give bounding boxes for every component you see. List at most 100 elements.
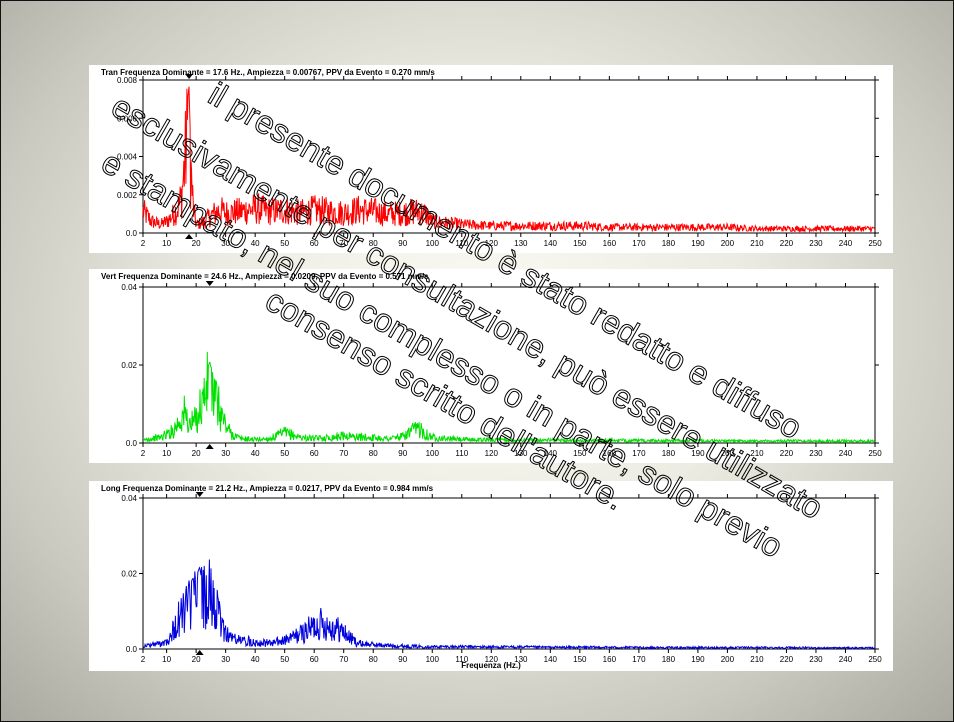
x-tick-label: 70: [339, 655, 348, 664]
y-tick-label: 0.02: [121, 361, 137, 370]
x-tick-label: 80: [369, 655, 378, 664]
x-tick-label: 10: [162, 449, 171, 458]
x-tick-label: 250: [868, 239, 882, 248]
x-tick-label: 130: [514, 239, 528, 248]
x-tick-label: 110: [455, 239, 468, 248]
x-tick-label: 180: [662, 449, 676, 458]
long-chart-x-axis-label: Frequenza (Hz.): [461, 661, 521, 670]
x-tick-label: 60: [310, 239, 319, 248]
x-tick-label: 100: [426, 449, 440, 458]
x-tick-label: 20: [192, 655, 201, 664]
x-tick-label: 110: [455, 449, 468, 458]
tran-chart-title: Tran Frequenza Dominante = 17.6 Hz., Amp…: [101, 68, 435, 77]
x-tick-label: 200: [721, 655, 735, 664]
y-tick-label: 0.004: [117, 153, 138, 162]
x-tick-label: 170: [632, 655, 646, 664]
x-tick-label: 210: [750, 655, 764, 664]
x-tick-label: 50: [280, 449, 289, 458]
vert-chart-title: Vert Frequenza Dominante = 24.6 Hz., Amp…: [101, 272, 429, 281]
vert-spectrum-panel: Vert Frequenza Dominante = 24.6 Hz., Amp…: [89, 269, 893, 463]
x-tick-label: 60: [310, 449, 319, 458]
dominant-frequency-marker-top: [185, 74, 194, 79]
x-tick-label: 2: [141, 239, 146, 248]
y-tick-label: 0.002: [117, 191, 138, 200]
x-tick-label: 230: [809, 449, 823, 458]
long-chart: 2 10 20 30 40 50 60 70 80 90 100 110 120 130 140 150 160…: [121, 492, 882, 664]
x-tick-label: 190: [691, 239, 705, 248]
x-tick-label: 100: [426, 239, 440, 248]
plot-frame: [142, 497, 876, 650]
x-tick-label: 30: [221, 239, 230, 248]
x-tick-label: 50: [280, 655, 289, 664]
x-tick-label: 40: [251, 449, 260, 458]
x-tick-label: 210: [750, 239, 764, 248]
x-tick-label: 40: [251, 239, 260, 248]
x-tick-label: 60: [310, 655, 319, 664]
x-tick-label: 200: [721, 449, 735, 458]
x-tick-label: 90: [398, 449, 407, 458]
x-tick-label: 220: [780, 655, 794, 664]
tran-chart: 2 10 20 30 40 50 60 70 80 90 100 110 120 130 140 150 160…: [117, 74, 882, 248]
y-tick-label: 0.04: [121, 494, 137, 503]
x-tick-label: 240: [839, 239, 853, 248]
x-tick-label: 20: [192, 449, 201, 458]
long-chart-title: Long Frequenza Dominante = 21.2 Hz., Amp…: [101, 484, 434, 493]
dominant-frequency-marker-bottom: [195, 650, 204, 655]
x-tick-label: 250: [868, 449, 882, 458]
x-tick-label: 30: [221, 655, 230, 664]
x-tick-label: 160: [603, 239, 617, 248]
vert-chart: 2 10 20 30 40 50 60 70 80 90 100 110 120 130 140 150 160…: [121, 281, 882, 458]
x-tick-label: 150: [573, 655, 587, 664]
x-tick-label: 220: [780, 449, 794, 458]
x-tick-label: 2: [141, 655, 146, 664]
x-tick-label: 110: [455, 655, 468, 664]
y-tick-label: 0.006: [117, 114, 138, 123]
x-tick-label: 130: [514, 449, 528, 458]
x-tick-label: 140: [544, 655, 558, 664]
y-tick-label: 0.02: [121, 570, 137, 579]
dominant-frequency-marker-top: [195, 492, 204, 497]
x-tick-label: 130: [514, 655, 528, 664]
x-tick-label: 40: [251, 655, 260, 664]
x-tick-label: 70: [339, 239, 348, 248]
spectrum-line: [142, 86, 876, 234]
x-tick-label: 150: [573, 239, 587, 248]
x-tick-label: 140: [544, 239, 558, 248]
x-tick-label: 180: [662, 655, 676, 664]
x-tick-label: 210: [750, 449, 764, 458]
x-tick-label: 140: [544, 449, 558, 458]
x-tick-label: 90: [398, 655, 407, 664]
x-tick-label: 160: [603, 449, 617, 458]
dominant-frequency-marker-top: [205, 281, 214, 286]
y-tick-label: 0.008: [117, 76, 138, 85]
x-tick-label: 230: [809, 239, 823, 248]
x-tick-label: 2: [141, 449, 146, 458]
y-tick-label: 0.0: [126, 645, 138, 654]
x-tick-label: 20: [192, 239, 201, 248]
x-tick-label: 10: [162, 239, 171, 248]
spectrum-line: [142, 351, 876, 445]
dominant-frequency-marker-bottom: [185, 234, 194, 239]
x-tick-label: 80: [369, 449, 378, 458]
x-tick-label: 90: [398, 239, 407, 248]
x-tick-label: 180: [662, 239, 676, 248]
plot-frame: [142, 286, 876, 444]
x-tick-label: 150: [573, 449, 587, 458]
x-tick-label: 50: [280, 239, 289, 248]
x-tick-label: 120: [485, 655, 499, 664]
x-tick-label: 80: [369, 239, 378, 248]
x-tick-label: 10: [162, 655, 171, 664]
x-tick-label: 100: [426, 655, 440, 664]
x-tick-label: 240: [839, 449, 853, 458]
y-tick-label: 0.0: [126, 439, 138, 448]
x-tick-label: 70: [339, 449, 348, 458]
y-tick-label: 0.0: [126, 229, 138, 238]
x-tick-label: 170: [632, 449, 646, 458]
x-tick-label: 220: [780, 239, 794, 248]
x-tick-label: 190: [691, 655, 705, 664]
x-tick-label: 160: [603, 655, 617, 664]
x-tick-label: 170: [632, 239, 646, 248]
x-tick-label: 120: [485, 239, 499, 248]
long-spectrum-panel: Long Frequenza Dominante = 21.2 Hz., Amp…: [89, 481, 893, 671]
